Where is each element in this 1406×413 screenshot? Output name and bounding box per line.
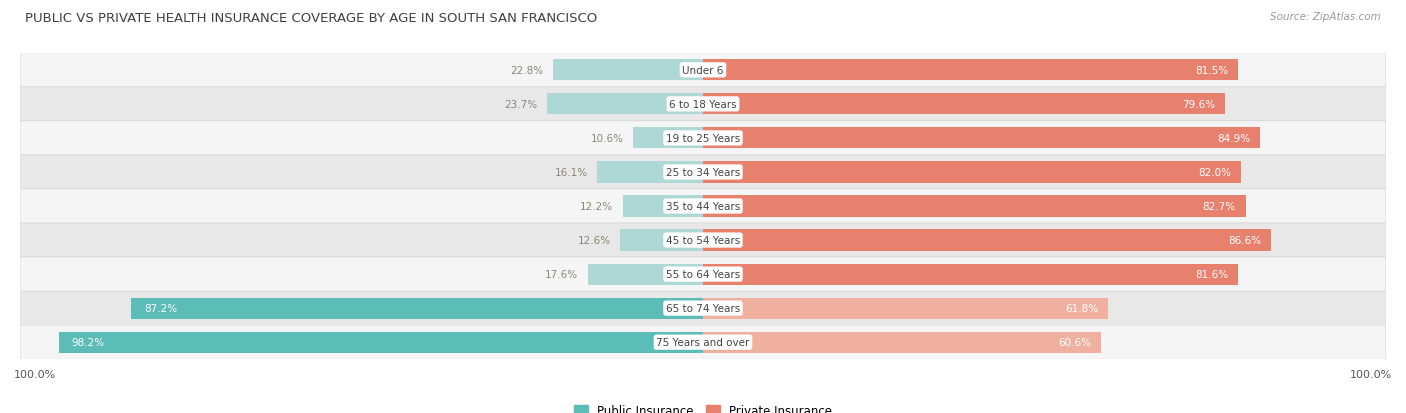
Bar xyxy=(703,94,1225,115)
Text: 16.1%: 16.1% xyxy=(554,168,588,178)
Text: PUBLIC VS PRIVATE HEALTH INSURANCE COVERAGE BY AGE IN SOUTH SAN FRANCISCO: PUBLIC VS PRIVATE HEALTH INSURANCE COVER… xyxy=(25,12,598,25)
FancyBboxPatch shape xyxy=(21,292,1385,325)
Text: 87.2%: 87.2% xyxy=(143,304,177,313)
Bar xyxy=(623,196,703,217)
Text: 81.6%: 81.6% xyxy=(1195,269,1229,280)
Text: 22.8%: 22.8% xyxy=(510,66,544,76)
Bar xyxy=(703,230,1271,251)
Bar xyxy=(703,128,1260,149)
Text: 82.0%: 82.0% xyxy=(1198,168,1232,178)
Bar xyxy=(703,298,1108,319)
Text: 75 Years and over: 75 Years and over xyxy=(657,337,749,347)
Text: 98.2%: 98.2% xyxy=(72,337,105,347)
Text: 79.6%: 79.6% xyxy=(1182,100,1215,109)
Bar xyxy=(634,128,703,149)
FancyBboxPatch shape xyxy=(21,54,1385,88)
Text: 86.6%: 86.6% xyxy=(1229,235,1261,245)
Text: 45 to 54 Years: 45 to 54 Years xyxy=(666,235,740,245)
Text: 55 to 64 Years: 55 to 64 Years xyxy=(666,269,740,280)
Bar xyxy=(547,94,703,115)
Bar xyxy=(554,60,703,81)
Text: 100.0%: 100.0% xyxy=(1350,370,1392,380)
Bar xyxy=(131,298,703,319)
FancyBboxPatch shape xyxy=(21,190,1385,223)
Text: 19 to 25 Years: 19 to 25 Years xyxy=(666,133,740,144)
Bar xyxy=(703,264,1239,285)
FancyBboxPatch shape xyxy=(21,88,1385,121)
Text: 17.6%: 17.6% xyxy=(544,269,578,280)
Bar xyxy=(703,196,1246,217)
Text: 82.7%: 82.7% xyxy=(1202,202,1236,211)
Text: 6 to 18 Years: 6 to 18 Years xyxy=(669,100,737,109)
FancyBboxPatch shape xyxy=(21,257,1385,292)
Bar xyxy=(703,60,1237,81)
Text: Under 6: Under 6 xyxy=(682,66,724,76)
Bar xyxy=(703,162,1241,183)
FancyBboxPatch shape xyxy=(21,121,1385,156)
Text: 12.6%: 12.6% xyxy=(578,235,610,245)
Text: 25 to 34 Years: 25 to 34 Years xyxy=(666,168,740,178)
Text: 61.8%: 61.8% xyxy=(1066,304,1098,313)
Text: 12.2%: 12.2% xyxy=(581,202,613,211)
Text: 23.7%: 23.7% xyxy=(505,100,537,109)
Bar xyxy=(620,230,703,251)
Bar xyxy=(598,162,703,183)
Text: 81.5%: 81.5% xyxy=(1195,66,1227,76)
Text: 10.6%: 10.6% xyxy=(591,133,624,144)
FancyBboxPatch shape xyxy=(21,223,1385,257)
Bar xyxy=(59,332,703,353)
Text: Source: ZipAtlas.com: Source: ZipAtlas.com xyxy=(1270,12,1381,22)
Text: 60.6%: 60.6% xyxy=(1057,337,1091,347)
Legend: Public Insurance, Private Insurance: Public Insurance, Private Insurance xyxy=(571,401,835,413)
Bar xyxy=(703,332,1101,353)
Text: 84.9%: 84.9% xyxy=(1218,133,1250,144)
FancyBboxPatch shape xyxy=(21,325,1385,359)
Text: 65 to 74 Years: 65 to 74 Years xyxy=(666,304,740,313)
FancyBboxPatch shape xyxy=(21,156,1385,190)
Text: 35 to 44 Years: 35 to 44 Years xyxy=(666,202,740,211)
Bar xyxy=(588,264,703,285)
Text: 100.0%: 100.0% xyxy=(14,370,56,380)
